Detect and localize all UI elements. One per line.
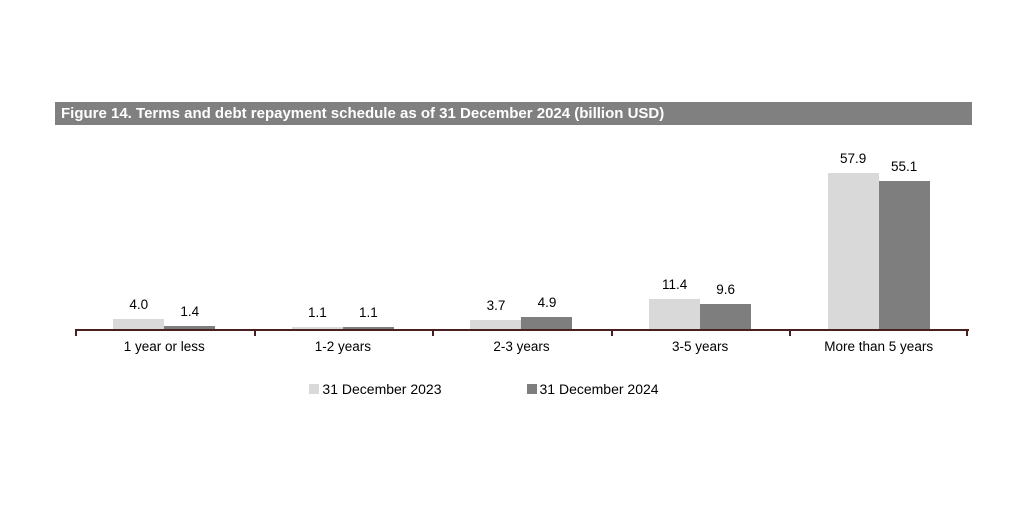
- bar-31-december-2024: [700, 304, 752, 330]
- figure-title-bar: Figure 14. Terms and debt repayment sche…: [55, 102, 972, 125]
- legend-swatch-icon: [309, 384, 320, 394]
- value-label: 1.4: [180, 304, 200, 319]
- category-group: 11.4 9.6: [611, 140, 790, 330]
- bar-group: 1.1: [291, 305, 343, 330]
- bar-group: 4.0: [113, 297, 165, 330]
- x-axis-category-label: 1-2 years: [314, 339, 372, 354]
- legend-item: 31 December 2024: [526, 381, 659, 397]
- bar-group: 9.6: [700, 282, 752, 330]
- x-axis-tick: [966, 330, 968, 336]
- legend-item: 31 December 2023: [309, 381, 442, 397]
- value-label: 1.1: [359, 305, 378, 320]
- bar-group: 4.9: [521, 295, 573, 330]
- bar-group: 11.4: [649, 277, 701, 330]
- x-axis-tick: [611, 330, 613, 336]
- legend-label: 31 December 2024: [539, 381, 659, 397]
- legend-swatch-icon: [526, 384, 537, 394]
- bar-31-december-2024: [878, 181, 930, 330]
- value-label: 9.6: [716, 282, 735, 297]
- bar-group: 57.9: [827, 151, 879, 330]
- bar-31-december-2024: [521, 317, 573, 330]
- bar-31-december-2024: [342, 327, 394, 330]
- value-label: 4.9: [537, 295, 557, 310]
- x-axis-labels: 1 year or less 1-2 years 2-3 years 3-5 year…: [75, 339, 968, 355]
- value-label: 55.1: [891, 159, 918, 174]
- bar-31-december-2023: [470, 320, 522, 330]
- category-group: 3.7 4.9: [432, 140, 611, 330]
- x-axis-tick: [254, 330, 256, 336]
- plot-area: 4.0 1.4 1.1 1.1 3.7 4.9 11.4 9.6 57.9 55.1: [75, 140, 968, 330]
- figure-title: Figure 14. Terms and debt repayment sche…: [61, 105, 665, 122]
- category-group: 4.0 1.4: [75, 140, 254, 330]
- bar-31-december-2023: [291, 327, 343, 330]
- x-axis-tick: [789, 330, 791, 336]
- x-axis-category-label: More than 5 years: [824, 339, 934, 354]
- legend-label: 31 December 2023: [322, 381, 442, 397]
- legend: 31 December 2023 31 December 2024: [0, 380, 968, 398]
- category-group: 57.9 55.1: [789, 140, 968, 330]
- bar-group: 55.1: [878, 159, 930, 330]
- x-axis-category-label: 1 year or less: [123, 339, 205, 354]
- bar-31-december-2024: [164, 326, 216, 330]
- bar-31-december-2023: [827, 173, 879, 330]
- x-axis-tick: [75, 330, 77, 336]
- value-label: 57.9: [840, 151, 867, 166]
- bar-31-december-2023: [649, 299, 701, 330]
- bar-31-december-2023: [113, 319, 165, 330]
- x-axis-category-label: 3-5 years: [671, 339, 729, 354]
- bar-group: 1.4: [164, 304, 216, 330]
- value-label: 3.7: [486, 298, 506, 313]
- category-group: 1.1 1.1: [254, 140, 433, 330]
- bar-group: 3.7: [470, 298, 522, 330]
- bar-group: 1.1: [342, 305, 394, 330]
- value-label: 1.1: [308, 305, 327, 320]
- x-axis-tick: [432, 330, 434, 336]
- x-axis-category-label: 2-3 years: [493, 339, 550, 354]
- value-label: 11.4: [661, 277, 688, 292]
- x-axis-line: [75, 329, 969, 331]
- value-label: 4.0: [129, 297, 149, 312]
- x-axis-ticks: [75, 330, 968, 336]
